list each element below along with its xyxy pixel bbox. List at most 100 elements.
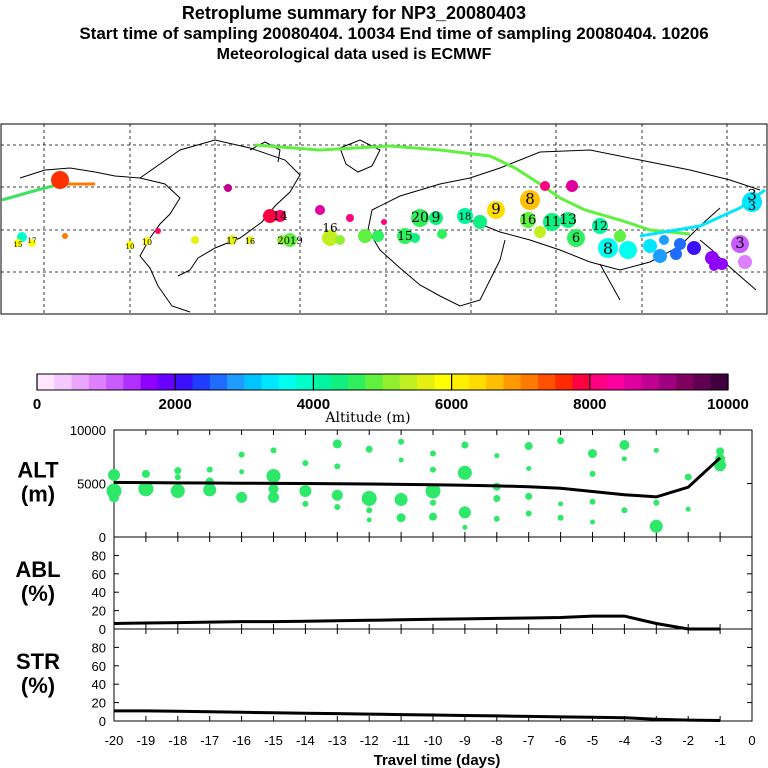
map-cluster-dot bbox=[429, 211, 443, 225]
y-tick-label: 0 bbox=[99, 714, 106, 729]
map-cluster-dot bbox=[372, 230, 384, 242]
map-cluster-dot bbox=[457, 208, 473, 224]
altitude-point bbox=[653, 447, 659, 453]
colorbar-cell bbox=[572, 374, 591, 390]
colorbar-cell bbox=[140, 374, 159, 390]
altitude-point bbox=[206, 466, 213, 473]
colorbar-cell bbox=[658, 374, 677, 390]
map-plume-label: 2019 bbox=[277, 236, 302, 247]
altitude-point bbox=[394, 493, 408, 507]
x-tick-label: -5 bbox=[587, 733, 599, 748]
colorbar-cell bbox=[209, 374, 228, 390]
map-cluster-dot bbox=[14, 239, 22, 247]
x-tick-label: -12 bbox=[360, 733, 379, 748]
map-cluster-dot bbox=[473, 215, 487, 229]
altitude-point bbox=[174, 474, 181, 481]
altitude-point bbox=[366, 517, 372, 523]
colorbar-cell bbox=[71, 374, 90, 390]
colorbar-cell bbox=[244, 374, 263, 390]
colorbar-cell bbox=[710, 374, 729, 390]
map-cluster-dot bbox=[674, 238, 686, 250]
map-plume-label: 16 bbox=[322, 221, 337, 235]
y-tick-label: 80 bbox=[92, 548, 106, 563]
altitude-point bbox=[332, 439, 342, 449]
altitude-point bbox=[557, 514, 564, 521]
x-tick-label: -13 bbox=[328, 733, 347, 748]
map-cluster-dot bbox=[567, 229, 585, 247]
altitude-point bbox=[684, 473, 692, 481]
map-cluster-dot bbox=[155, 228, 161, 234]
colorbar-cell bbox=[589, 374, 608, 390]
altitude-point bbox=[619, 439, 630, 450]
map-cluster-dot bbox=[143, 237, 151, 245]
colorbar-cell bbox=[54, 374, 73, 390]
x-tick-label: -16 bbox=[232, 733, 251, 748]
map-plume-label: 6 bbox=[572, 231, 580, 246]
altitude-point bbox=[588, 449, 597, 459]
y-axis-label: STR bbox=[16, 649, 60, 674]
colorbar-cell bbox=[37, 374, 55, 390]
colorbar-cell bbox=[503, 374, 522, 390]
y-tick-label: 10000 bbox=[70, 423, 106, 438]
altitude-point bbox=[716, 447, 725, 456]
colorbar-cell bbox=[365, 374, 384, 390]
altitude-point bbox=[238, 451, 245, 458]
altitude-point bbox=[524, 442, 533, 451]
x-tick-label: -3 bbox=[651, 733, 663, 748]
altitude-point bbox=[398, 438, 405, 445]
colorbar-tick-label: 4000 bbox=[297, 396, 330, 413]
map-plume-label: 15 bbox=[14, 241, 23, 249]
altitude-point bbox=[525, 492, 533, 500]
colorbar-tick-label: 2000 bbox=[159, 396, 192, 413]
map-cluster-dot bbox=[224, 184, 232, 192]
x-tick-label: -20 bbox=[105, 733, 124, 748]
altitude-point bbox=[493, 515, 500, 522]
altitude-point bbox=[334, 463, 341, 470]
map-cluster-dot bbox=[534, 226, 546, 238]
map-cluster-dot bbox=[191, 236, 199, 244]
colorbar-tick-label: 6000 bbox=[435, 396, 468, 413]
altitude-point bbox=[141, 469, 150, 478]
map-plume-label: 3 bbox=[735, 234, 745, 252]
panel-frame bbox=[113, 628, 753, 722]
map-plume-label: 8 bbox=[525, 190, 535, 208]
map-cluster-dot bbox=[566, 180, 578, 192]
y-tick-label: 0 bbox=[99, 622, 106, 637]
map-plume-label: 17 bbox=[28, 237, 37, 245]
colorbar-cell bbox=[261, 374, 280, 390]
map-cluster-dot bbox=[381, 219, 387, 225]
x-tick-label: -8 bbox=[491, 733, 503, 748]
colorbar-cell bbox=[676, 374, 695, 390]
altitude-point bbox=[525, 510, 532, 517]
altitude-point bbox=[590, 519, 595, 525]
colorbar-cell bbox=[693, 374, 712, 390]
altitude-point bbox=[430, 450, 436, 457]
map-cluster-dot bbox=[28, 239, 36, 247]
map-cluster-dot bbox=[560, 212, 576, 228]
map-plume-label: 10 bbox=[126, 243, 135, 251]
map-cluster-dot bbox=[670, 248, 682, 260]
altitude-point bbox=[331, 489, 343, 501]
colorbar-cell bbox=[123, 374, 142, 390]
map-plume-label: 17 bbox=[226, 237, 238, 247]
panel-frame bbox=[113, 536, 753, 630]
x-tick-label: -6 bbox=[555, 733, 567, 748]
map-cluster-dot bbox=[315, 205, 325, 215]
altitude-point bbox=[493, 494, 501, 502]
x-tick-label: -2 bbox=[682, 733, 694, 748]
altitude-point bbox=[494, 453, 500, 459]
map-graticule bbox=[1, 124, 767, 314]
y-tick-label: 0 bbox=[99, 530, 106, 545]
altitude-point bbox=[266, 469, 281, 484]
map-cluster-dot bbox=[274, 210, 286, 222]
map-plume-clusters bbox=[14, 171, 762, 271]
altitude-point bbox=[458, 506, 471, 519]
altitude-point bbox=[649, 519, 663, 533]
map-cluster-dot bbox=[709, 261, 719, 271]
y-axis-label: ABL bbox=[15, 557, 60, 582]
map-cluster-dot bbox=[246, 236, 254, 244]
altitude-point bbox=[302, 500, 309, 507]
y-axis-label: ALT bbox=[17, 458, 59, 483]
map-cluster-dot bbox=[411, 209, 429, 227]
